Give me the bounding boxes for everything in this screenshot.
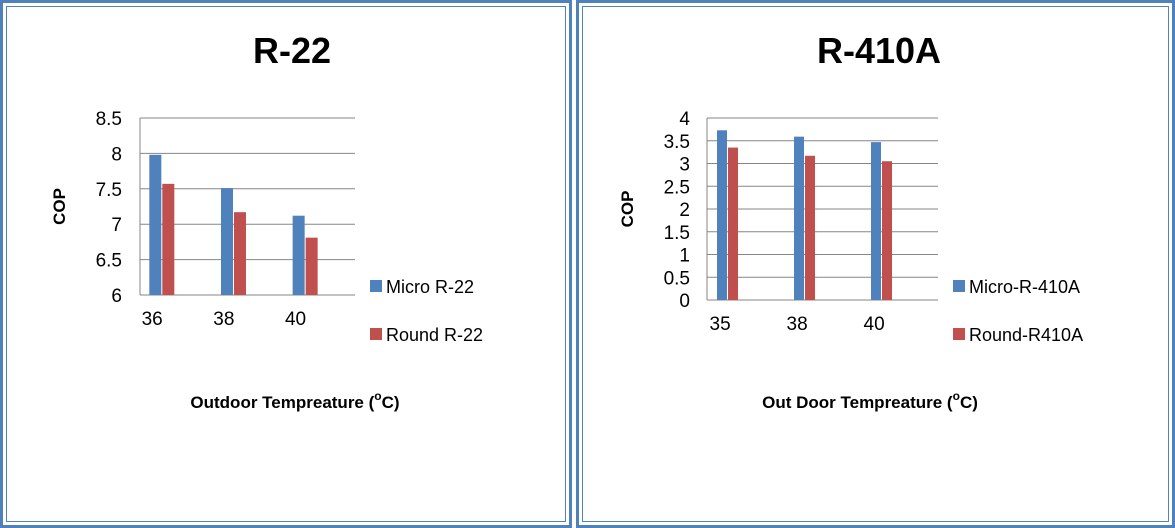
y-axis-label: COP: [618, 191, 637, 228]
y-tick-label: 7: [111, 215, 122, 236]
x-axis-label-text: Out Door Tempreature (: [762, 393, 953, 412]
x-axis-label-text: Outdoor Tempreature (: [190, 393, 374, 412]
y-tick-label: 1: [679, 246, 690, 267]
y-tick-label: 1.5: [664, 223, 690, 244]
x-axis-label-unit: C): [960, 393, 978, 412]
x-tick-label: 40: [864, 314, 885, 335]
y-tick-label: 2.5: [664, 177, 690, 198]
legend-label: Round-R410A: [969, 325, 1083, 345]
bar-micro-r-410a-40: [871, 142, 882, 300]
legend-label: Micro-R-410A: [969, 277, 1080, 297]
chart-r22: R-22 6 6.5 7 7.5 8 8.5 36 38 40 COP Outdoor Temprea…: [50, 30, 483, 412]
x-tick-label: 38: [787, 314, 808, 335]
bar-micro-r-22-36: [149, 154, 162, 295]
y-tick-label: 4: [679, 109, 690, 130]
bar-micro-r-22-38: [220, 188, 233, 295]
x-tick-label: 40: [285, 309, 306, 330]
bar-round-r-22-36: [162, 183, 175, 295]
y-tick-label: 6.5: [96, 251, 122, 272]
chart-panel-r410a: R-410A 0 0.5 1 1.5 2 2.5 3 3.5 4 35 38 40 COP Out Door…: [576, 0, 1175, 528]
y-tick-label: 2: [679, 200, 690, 221]
y-tick-label: 6: [111, 286, 122, 307]
bar-micro-r-410a-35: [717, 130, 728, 300]
y-tick-label: 0: [679, 291, 690, 312]
bar-round-r-22-40: [305, 237, 318, 295]
legend-swatch: [953, 328, 965, 340]
x-axis-label: Out Door Tempreature (oC): [762, 389, 978, 412]
bar-round-r410a-38: [805, 155, 816, 300]
x-axis-label: Outdoor Tempreature (oC): [190, 389, 399, 412]
bar-micro-r-410a-38: [794, 136, 805, 300]
y-axis-label: COP: [50, 188, 69, 225]
bar-round-r410a-35: [728, 147, 739, 300]
bar-round-r410a-40: [882, 161, 893, 300]
y-tick-label: 3: [679, 155, 690, 176]
legend-swatch: [953, 280, 965, 292]
x-axis-label-superscript: o: [374, 389, 381, 403]
x-axis-label-unit: C): [382, 393, 400, 412]
bar-round-r-22-38: [233, 212, 246, 295]
chart-title: R-410A: [817, 30, 941, 71]
legend-swatch: [370, 328, 382, 340]
y-tick-label: 0.5: [664, 268, 690, 289]
legend-label: Round R-22: [386, 325, 483, 345]
chart-r410a: R-410A 00.511.522.533.54 35 38 40 COP Out Door…: [618, 30, 1083, 412]
legend-swatch: [370, 280, 382, 292]
bar-micro-r-22-40: [292, 215, 305, 295]
y-tick-label: 8.5: [96, 109, 122, 130]
x-tick-label: 35: [710, 314, 731, 335]
y-tick-label: 7.5: [96, 180, 122, 201]
legend-label: Micro R-22: [386, 277, 474, 297]
chart-title: R-22: [253, 30, 331, 71]
y-tick-label: 3.5: [664, 132, 690, 153]
chart-panel-r22: R-22 6 6.5 7 7.5 8 8.5 36 38 40 COP Outdoor Temprea…: [0, 0, 572, 528]
y-tick-label: 8: [111, 144, 122, 165]
x-tick-label: 38: [213, 309, 234, 330]
x-axis-label-superscript: o: [953, 389, 960, 403]
x-tick-label: 36: [142, 309, 163, 330]
